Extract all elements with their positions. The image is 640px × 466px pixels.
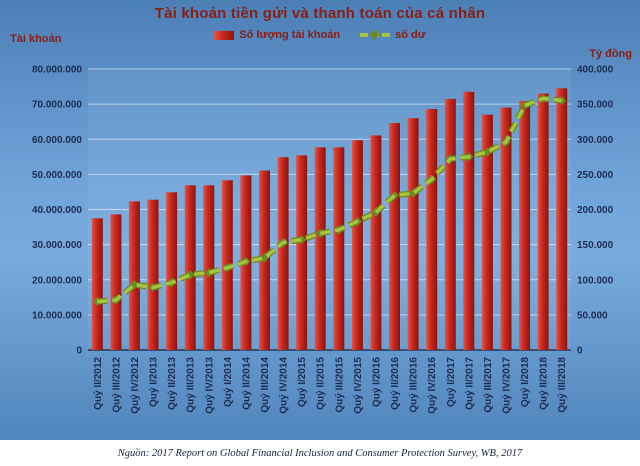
bar (110, 214, 122, 350)
bar (407, 118, 419, 350)
line-legend-swatch (360, 33, 391, 37)
bar (91, 218, 103, 350)
bar (184, 185, 196, 350)
y-axis-right-labels: 0 50.000 100.000 150.000 200.000 250.000 300.0… (577, 65, 614, 357)
plot-area: 0 10.000.000 20.000.000 30.000.000 40.000.00… (32, 65, 614, 414)
y-tick-left: 10.000.000 (32, 310, 82, 321)
y-tick-left: 30.000.000 (32, 240, 82, 251)
bar (426, 109, 438, 350)
x-tick: Quý IV/2013 (204, 357, 215, 414)
x-tick: Quý IV/2015 (353, 357, 364, 414)
bar (333, 147, 345, 350)
y-tick-right: 100.000 (577, 275, 614, 286)
y-axis-left-labels: 0 10.000.000 20.000.000 30.000.000 40.000.00… (32, 65, 83, 357)
source-footer: Nguồn: 2017 Report on Global Financial I… (0, 440, 640, 466)
y-tick-left: 50.000.000 (32, 170, 82, 181)
bar (277, 157, 289, 350)
y-tick-left: 60.000.000 (32, 135, 82, 146)
chart-title: Tài khoản tiền gửi và thanh toán của cá … (154, 5, 486, 22)
x-tick: Quý III/2018 (557, 357, 568, 413)
y-tick-right: 300.000 (577, 135, 614, 146)
right-axis-caption: Tỷ đồng (589, 48, 632, 60)
legend-item-bars: Số lượng tài khoản (214, 29, 340, 41)
bar-legend-swatch (214, 30, 235, 40)
legend-label-bars: Số lượng tài khoản (239, 29, 341, 41)
x-tick: Quý I/2014 (223, 357, 234, 407)
x-tick: Quý III/2013 (186, 357, 197, 413)
x-tick: Quý III/2012 (111, 357, 122, 413)
y-tick-right: 350.000 (577, 100, 614, 111)
x-tick: Quý I/2015 (297, 357, 308, 407)
balance-line (97, 96, 562, 304)
bar (500, 107, 512, 350)
bar (351, 140, 363, 350)
x-axis-labels: Quý II/2012 Quý III/2012 Quý IV/2012 Quý I/… (93, 357, 568, 414)
x-tick: Quý IV/2012 (130, 357, 141, 414)
bar (128, 201, 140, 350)
x-tick: Quý II/2018 (539, 357, 550, 410)
x-tick: Quý II/2017 (464, 357, 475, 410)
x-tick: Quý III/2016 (409, 357, 420, 413)
x-tick: Quý IV/2014 (279, 357, 290, 414)
x-tick: Quý II/2012 (93, 357, 104, 410)
bar (203, 185, 215, 350)
y-tick-right: 150.000 (577, 240, 614, 251)
source-text: Nguồn: 2017 Report on Global Financial I… (117, 447, 523, 459)
x-tick: Quý IV/2016 (427, 357, 438, 414)
x-tick: Quý I/2018 (520, 357, 531, 407)
bar (389, 123, 400, 350)
x-tick: Quý II/2013 (167, 357, 178, 410)
bar (314, 147, 326, 350)
y-tick-left: 0 (76, 346, 82, 357)
y-tick-right: 50.000 (577, 310, 608, 321)
y-tick-left: 70.000.000 (32, 100, 82, 111)
bar (166, 192, 178, 350)
x-tick: Quý II/2016 (390, 357, 401, 410)
y-tick-left: 20.000.000 (32, 275, 82, 286)
y-tick-left: 40.000.000 (32, 205, 82, 216)
bar (481, 114, 493, 350)
y-tick-right: 0 (577, 346, 583, 357)
legend-label-line: số dư (395, 29, 426, 41)
y-tick-right: 250.000 (577, 170, 614, 181)
y-tick-left: 80.000.000 (32, 65, 82, 76)
x-tick: Quý I/2016 (371, 357, 382, 407)
left-axis-caption: Tài khoản (10, 33, 62, 45)
x-tick: Quý II/2015 (316, 357, 327, 410)
y-tick-right: 200.000 (577, 205, 614, 216)
bar (444, 98, 456, 351)
bar (370, 135, 382, 350)
legend-item-line: số dư (360, 29, 426, 41)
y-tick-right: 400.000 (577, 65, 614, 76)
bar (463, 91, 475, 351)
x-tick: Quý IV/2017 (502, 357, 513, 414)
bar (556, 88, 568, 351)
x-tick: Quý I/2013 (149, 357, 160, 407)
legend: Số lượng tài khoản số dư (0, 29, 640, 41)
x-tick: Quý III/2017 (483, 357, 494, 413)
bar (537, 93, 549, 350)
bar (147, 199, 159, 350)
x-tick: Quý I/2017 (446, 357, 457, 407)
x-tick: Quý III/2014 (260, 357, 271, 413)
x-tick: Quý II/2014 (241, 357, 252, 410)
bar (519, 101, 531, 350)
bar (296, 155, 308, 350)
x-tick: Quý III/2015 (334, 357, 345, 413)
